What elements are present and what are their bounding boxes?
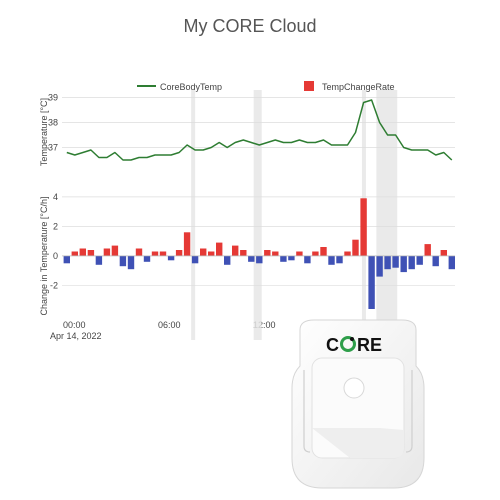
y-tick-label: 39 xyxy=(48,93,58,103)
legend-rate-swatch[interactable] xyxy=(304,81,314,91)
temp-change-rate-bar xyxy=(288,255,295,261)
y-tick-label: 0 xyxy=(53,251,58,261)
temp-change-rate-bar xyxy=(296,251,303,256)
temp-change-rate-bar xyxy=(216,242,223,256)
device-left-strap-slot xyxy=(303,370,311,453)
highlight-band xyxy=(191,90,196,340)
chart: CoreBodyTemp TempChangeRate Temperature … xyxy=(39,81,455,341)
y-tick-label: -2 xyxy=(50,280,58,290)
y-tick-label: 2 xyxy=(53,221,58,231)
temp-change-rate-bar xyxy=(384,255,391,270)
x-tick-label: 06:00 xyxy=(158,320,181,330)
device-logo-part: RE xyxy=(357,335,382,355)
temp-change-rate-bar xyxy=(312,251,319,256)
temp-change-rate-bar xyxy=(304,255,311,264)
temp-change-rate-bar xyxy=(71,251,78,256)
temp-change-rate-bar xyxy=(159,251,167,256)
temp-change-rate-bar xyxy=(119,255,127,267)
temp-change-rate-bar xyxy=(344,251,351,256)
temp-change-rate-bar xyxy=(167,255,175,261)
device-button xyxy=(343,377,365,399)
legend-rate-label[interactable]: TempChangeRate xyxy=(322,82,395,92)
temp-change-rate-bar xyxy=(440,250,447,256)
temp-change-rate-bar xyxy=(143,255,151,262)
highlight-band xyxy=(253,90,262,340)
y-tick-label: 37 xyxy=(48,143,58,153)
temp-change-rate-bar xyxy=(248,255,255,262)
device-shadow xyxy=(312,428,404,458)
device-logo-ring xyxy=(340,336,356,352)
temp-change-rate-bar xyxy=(103,248,111,256)
temp-change-rate-bar xyxy=(200,248,207,256)
temp-change-rate-bar xyxy=(336,255,343,264)
temp-change-rate-bar xyxy=(151,251,159,256)
temp-change-rate-bar xyxy=(95,255,103,265)
temp-change-rate-bar xyxy=(280,255,287,262)
y-tick-label: 4 xyxy=(53,192,58,202)
temp-change-rate-bar xyxy=(416,255,423,265)
temp-change-rate-bar xyxy=(111,245,119,256)
temp-change-rate-bar xyxy=(79,248,86,256)
temp-change-rate-bar xyxy=(256,255,263,264)
temp-change-rate-bar xyxy=(368,255,375,309)
temp-change-rate-bar xyxy=(191,255,199,264)
temp-change-rate-bar xyxy=(376,255,383,277)
temp-change-rate-bar xyxy=(392,255,399,268)
temp-change-rate-bar xyxy=(208,251,215,256)
temp-change-rate-bar xyxy=(175,250,183,256)
temp-change-rate-bar xyxy=(328,255,335,265)
x-tick-label: 12:00 xyxy=(253,320,276,330)
legend-temp-label[interactable]: CoreBodyTemp xyxy=(160,82,222,92)
temp-change-rate-bar xyxy=(400,255,407,273)
temp-change-rate-bar xyxy=(63,255,70,264)
device-logo-ring-dot xyxy=(350,337,354,341)
device-logo-part: C xyxy=(326,335,339,355)
core-body-temp-line xyxy=(66,99,453,161)
temp-change-rate-bar xyxy=(408,255,415,270)
temp-change-rate-bar xyxy=(232,245,239,256)
y-axis-title-change: Change in Temperature [°C/h] xyxy=(39,197,49,316)
temp-change-rate-bar xyxy=(448,255,455,270)
temp-change-rate-bar xyxy=(264,250,271,256)
temp-change-rate-bar xyxy=(360,198,367,256)
device-right-strap-slot xyxy=(405,370,413,453)
temp-change-rate-bar xyxy=(135,248,143,256)
temp-change-rate-bar xyxy=(87,250,95,256)
y-axis-title-temperature: Temperature [°C] xyxy=(39,98,49,166)
temp-change-rate-bar xyxy=(432,255,439,267)
temp-change-rate-bar xyxy=(183,232,191,256)
temp-change-rate-bar xyxy=(240,250,247,256)
y-tick-label: 38 xyxy=(48,118,58,128)
temp-change-rate-bar xyxy=(272,251,279,256)
core-sensor-device-image: C RE xyxy=(290,318,426,490)
temp-change-rate-bar xyxy=(352,239,359,256)
x-date-label: Apr 14, 2022 xyxy=(50,331,102,341)
page-title: My CORE Cloud xyxy=(183,16,317,36)
temp-change-rate-bar xyxy=(424,244,431,256)
temp-change-rate-bar xyxy=(224,255,231,265)
temp-change-rate-bar xyxy=(127,255,135,270)
highlight-band xyxy=(376,90,398,340)
temp-change-rate-bar xyxy=(320,247,327,256)
x-tick-label: 00:00 xyxy=(63,320,86,330)
